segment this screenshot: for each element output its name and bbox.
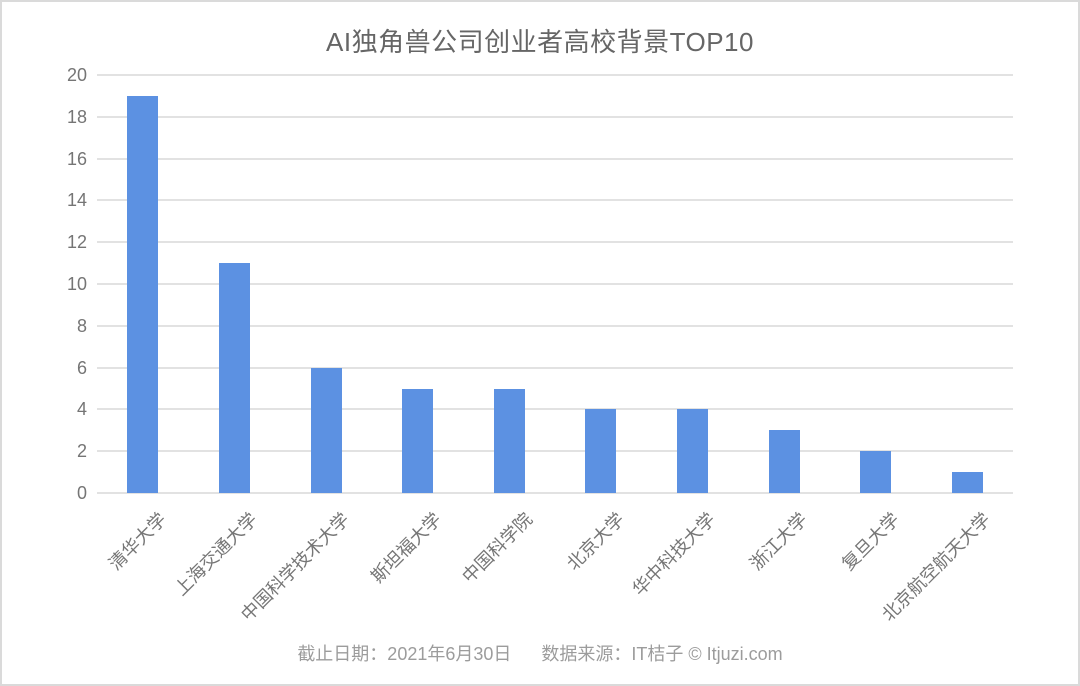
bar — [127, 95, 159, 493]
y-tick-label: 12 — [66, 232, 87, 253]
y-tick-label: 18 — [66, 106, 87, 127]
gridline — [97, 408, 1013, 411]
x-category-label: 上海交通大学 — [171, 509, 262, 600]
gridline — [97, 324, 1013, 327]
chart-title: AI独角兽公司创业者高校背景TOP10 — [326, 27, 754, 57]
x-category-label: 斯坦福大学 — [366, 509, 445, 587]
gridline — [97, 157, 1013, 160]
bar — [402, 388, 434, 493]
bar — [860, 451, 892, 493]
gridline — [97, 450, 1013, 453]
gridline — [97, 74, 1013, 76]
y-tick-label: 14 — [66, 190, 87, 211]
x-category-label: 复旦大学 — [837, 509, 903, 575]
footer-date: 截止日期：2021年6月30日 — [297, 644, 512, 664]
y-tick-label: 0 — [76, 483, 87, 503]
gridline — [97, 283, 1013, 285]
bar — [676, 409, 708, 493]
gridline — [97, 241, 1013, 244]
x-category-label: 中国科学院 — [458, 509, 537, 587]
y-tick-label: 16 — [66, 148, 87, 169]
footer-source: 数据来源：IT桔子 © Itjuzi.com — [541, 644, 783, 664]
gridline — [97, 492, 1013, 494]
bar — [493, 388, 525, 493]
y-tick-label: 6 — [76, 357, 87, 378]
y-tick-label: 8 — [76, 315, 87, 336]
gridline — [97, 199, 1013, 202]
x-category-label: 清华大学 — [104, 509, 170, 575]
y-tick-label: 20 — [66, 65, 87, 85]
chart-footer: 截止日期：2021年6月30日 数据来源：IT桔子 © Itjuzi.com — [2, 642, 1078, 666]
bar — [218, 263, 250, 493]
gridline — [97, 366, 1013, 369]
bar — [310, 367, 342, 493]
x-category-label: 浙江大学 — [746, 509, 812, 575]
y-tick-label: 10 — [66, 274, 87, 294]
x-category-label: 华中科技大学 — [629, 509, 720, 600]
bar — [585, 409, 617, 493]
gridline — [97, 115, 1013, 118]
x-category-label: 北京大学 — [562, 509, 628, 575]
bar — [951, 472, 983, 493]
y-tick-label: 4 — [76, 399, 87, 420]
bar — [768, 430, 800, 493]
y-tick-label: 2 — [76, 441, 87, 462]
